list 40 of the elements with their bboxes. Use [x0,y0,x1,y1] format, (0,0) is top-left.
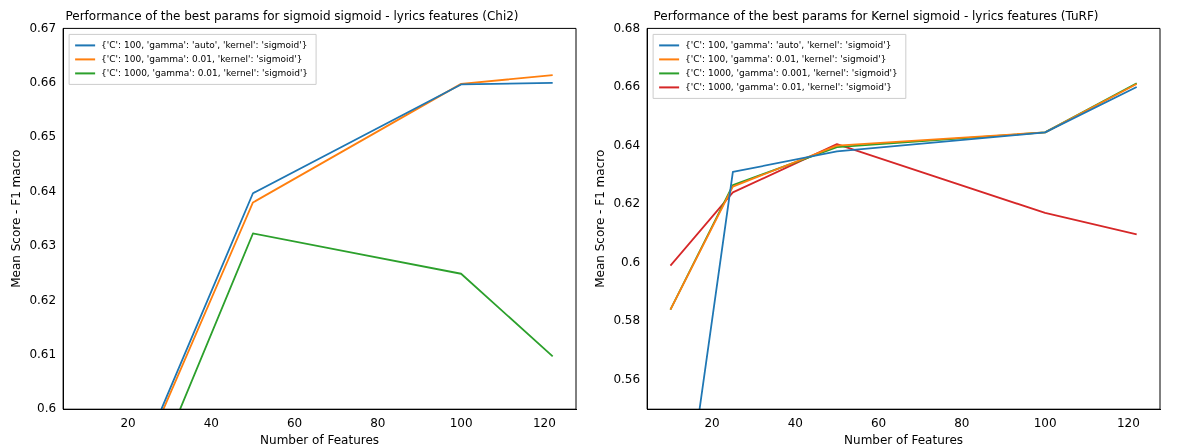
x-tick-label: 60 [870,415,887,430]
y-tick-label: 0.63 [29,238,57,253]
x-tick-label: 120 [532,415,556,430]
legend-label: {'C': 100, 'gamma': 0.01, 'kernel': 'sigmoid'} [101,53,303,64]
y-tick-label: 0.66 [613,79,641,94]
y-tick-label: 0.64 [29,183,57,198]
chart-title: Performance of the best params for Kernel sigmoid - lyrics features (TuRF) [653,9,1099,24]
y-tick-label: 0.62 [613,196,641,211]
legend-label: {'C': 100, 'gamma': 'auto', 'kernel': 'sigmoid'} [101,39,308,50]
legend-label: {'C': 1000, 'gamma': 0.01, 'kernel': 'sigmoid'} [685,81,893,92]
x-tick-label: 20 [704,415,720,430]
x-axis-title: Number of Features [844,432,964,447]
x-tick-label: 100 [1033,415,1057,430]
x-tick-label: 60 [286,415,303,430]
y-axis-title: Mean Score - F1 macro [9,149,24,288]
x-axis-title: Number of Features [260,432,380,447]
y-tick-label: 0.68 [613,20,641,35]
y-tick-label: 0.6 [621,254,641,269]
x-tick-label: 80 [954,415,970,430]
y-tick-label: 0.61 [29,346,57,361]
y-tick-label: 0.66 [29,74,57,89]
y-tick-label: 0.65 [29,129,57,144]
y-tick-label: 0.58 [613,313,641,328]
x-tick-label: 80 [370,415,386,430]
y-tick-label: 0.67 [29,20,57,35]
y-tick-label: 0.56 [613,372,641,387]
x-tick-label: 20 [120,415,136,430]
legend-label: {'C': 100, 'gamma': 'auto', 'kernel': 'sigmoid'} [685,39,892,50]
y-tick-label: 0.62 [29,292,57,307]
x-tick-label: 120 [1116,415,1140,430]
chart-title: Performance of the best params for sigmoid sigmoid - lyrics features (Chi2) [65,9,519,24]
y-tick-label: 0.6 [37,401,57,416]
legend-label: {'C': 100, 'gamma': 0.01, 'kernel': 'sigmoid'} [685,53,887,64]
y-axis-title: Mean Score - F1 macro [593,149,608,288]
x-tick-label: 40 [787,415,803,430]
legend-label: {'C': 1000, 'gamma': 0.001, 'kernel': 'sigmoid'} [685,67,898,78]
y-tick-label: 0.64 [613,137,641,152]
x-tick-label: 40 [203,415,219,430]
x-tick-label: 100 [449,415,473,430]
legend-label: {'C': 1000, 'gamma': 0.01, 'kernel': 'sigmoid'} [101,67,309,78]
